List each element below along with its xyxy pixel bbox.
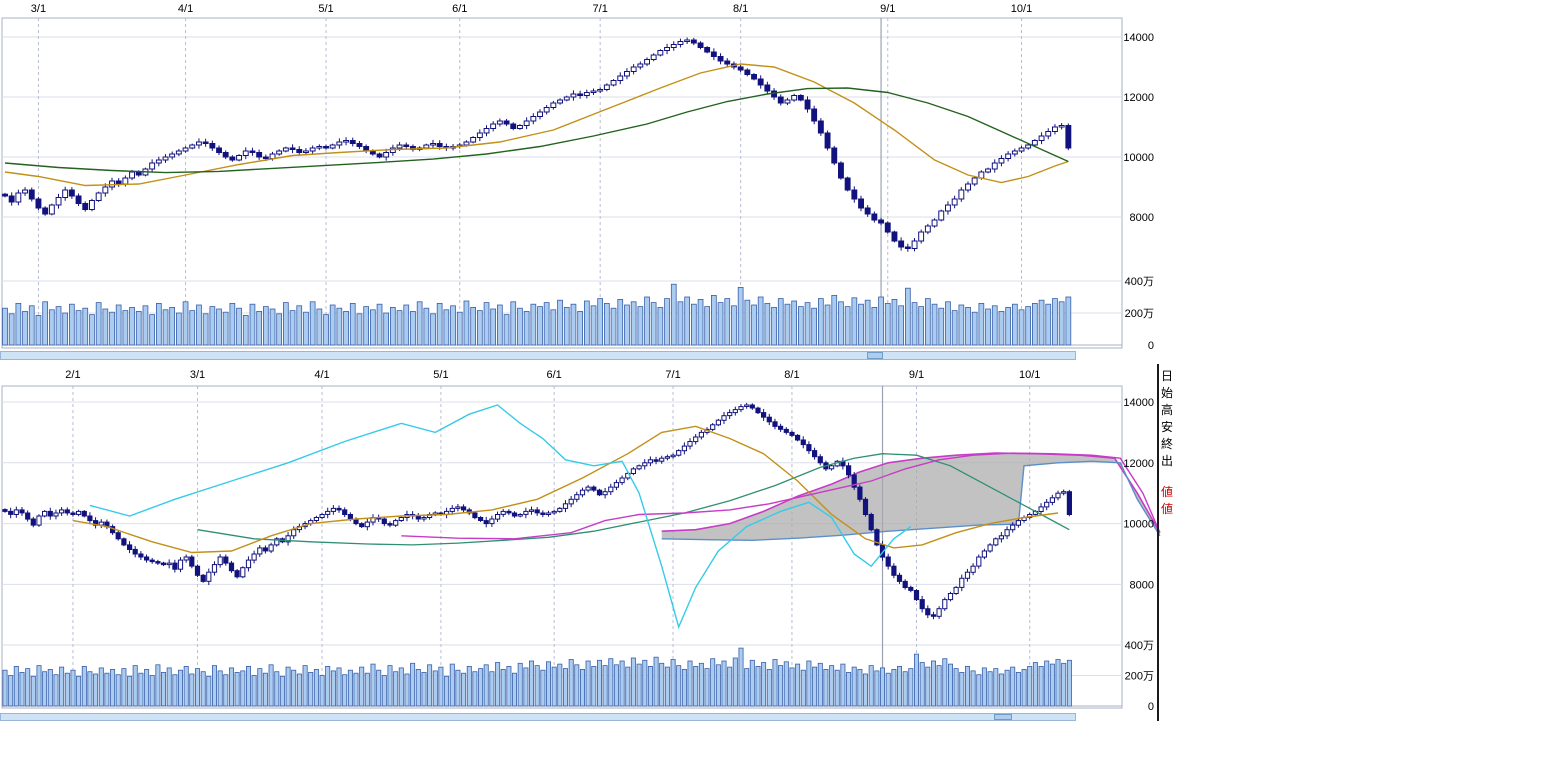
- line-magenta: [401, 452, 1161, 540]
- price-axis-label: 12000: [1123, 458, 1154, 470]
- volume-axis-label: 0: [1148, 340, 1154, 350]
- axis-labels: 2/1 3/1 4/1 5/1 6/1 7/1 8/1 9/1 10/1 14000 12000 10…: [65, 369, 1154, 713]
- x-axis-label: 3/1: [31, 3, 46, 15]
- x-axis-label: 4/1: [178, 3, 193, 15]
- bottom-chart-plot[interactable]: 2/1 3/1 4/1 5/1 6/1 7/1 8/1 9/1 10/1 14000 12000 10…: [0, 364, 1185, 718]
- bottom-chart-svg[interactable]: 2/1 3/1 4/1 5/1 6/1 7/1 8/1 9/1 10/1 14000 12000 10…: [0, 364, 1185, 713]
- volume-axis-label: 400万: [1125, 640, 1154, 652]
- x-axis-label: 5/1: [318, 3, 333, 15]
- bottom-chart-scrollbar-thumb[interactable]: [994, 714, 1012, 720]
- ma-short-orange: [72, 425, 1059, 554]
- plot-border: [1, 17, 1123, 349]
- price-axis-label: 8000: [1130, 212, 1154, 224]
- price-axis-label: 10000: [1123, 519, 1154, 531]
- volume-axis-label: 0: [1148, 701, 1154, 713]
- ichimoku-chart-bottom-region: 2/1 3/1 4/1 5/1 6/1 7/1 8/1 9/1 10/1 14000 12000 10…: [0, 364, 1185, 722]
- side-panel-label: 安: [1161, 420, 1174, 434]
- ma-short-orange: [4, 63, 1069, 187]
- candlestick-series: [2, 37, 1072, 252]
- top-chart-scrollbar-thumb[interactable]: [867, 352, 883, 359]
- price-axis-label: 14000: [1123, 32, 1154, 44]
- x-axis-label: 7/1: [665, 369, 680, 381]
- x-axis-label: 9/1: [880, 3, 895, 15]
- right-info-panel-edge: 日始高安終出値値: [1161, 368, 1183, 518]
- volume-series: [2, 647, 1072, 707]
- x-axis-label: 9/1: [909, 369, 924, 381]
- ichimoku-cloud: [661, 452, 1161, 542]
- top-chart-scrollbar[interactable]: [0, 351, 1076, 360]
- side-panel-label: 値: [1161, 502, 1174, 516]
- x-axis-label: 6/1: [452, 3, 467, 15]
- x-axis-label: 10/1: [1011, 3, 1032, 15]
- x-axis-label: 6/1: [547, 369, 562, 381]
- volume-axis-label: 200万: [1125, 671, 1154, 683]
- ma-long-green: [4, 87, 1069, 174]
- volume-axis-label: 200万: [1125, 308, 1154, 320]
- x-axis-label: 8/1: [733, 3, 748, 15]
- x-axis-label: 4/1: [314, 369, 329, 381]
- line-cyan: [89, 404, 912, 630]
- x-axis-label: 2/1: [65, 369, 80, 381]
- x-axis-label: 3/1: [190, 369, 205, 381]
- ma-long-green: [197, 453, 1070, 546]
- right-panel-divider: [1157, 364, 1159, 721]
- price-axis-label: 14000: [1123, 397, 1154, 409]
- volume-axis-label: 400万: [1125, 276, 1154, 288]
- x-axis-label: 7/1: [593, 3, 608, 15]
- gridlines: [2, 18, 1122, 346]
- bottom-chart-scrollbar[interactable]: [0, 713, 1076, 721]
- x-axis-label: 5/1: [433, 369, 448, 381]
- side-panel-label: 出: [1161, 454, 1174, 468]
- side-panel-label: 高: [1161, 403, 1174, 417]
- volume-series: [2, 283, 1072, 346]
- axis-labels: 3/1 4/1 5/1 6/1 7/1 8/1 9/1 10/1 14000 12000 10000…: [31, 3, 1154, 352]
- x-axis-label: 10/1: [1019, 369, 1040, 381]
- price-axis-label: 12000: [1123, 92, 1154, 104]
- side-panel-label: 終: [1161, 437, 1174, 451]
- plot-border: [1, 385, 1123, 709]
- top-chart-svg[interactable]: 3/1 4/1 5/1 6/1 7/1 8/1 9/1 10/1 14000 12000 10000…: [0, 0, 1185, 352]
- top-chart-plot[interactable]: 3/1 4/1 5/1 6/1 7/1 8/1 9/1 10/1 14000 12000 10000…: [0, 0, 1185, 355]
- side-panel-label: 値: [1161, 485, 1174, 499]
- side-panel-label: 始: [1161, 386, 1174, 400]
- price-axis-label: 8000: [1130, 579, 1154, 591]
- daily-chart-top-region: 3/1 4/1 5/1 6/1 7/1 8/1 9/1 10/1 14000 12000 10000…: [0, 0, 1185, 362]
- side-panel-label: 日: [1161, 369, 1174, 383]
- price-axis-label: 10000: [1123, 152, 1154, 164]
- x-axis-label: 8/1: [784, 369, 799, 381]
